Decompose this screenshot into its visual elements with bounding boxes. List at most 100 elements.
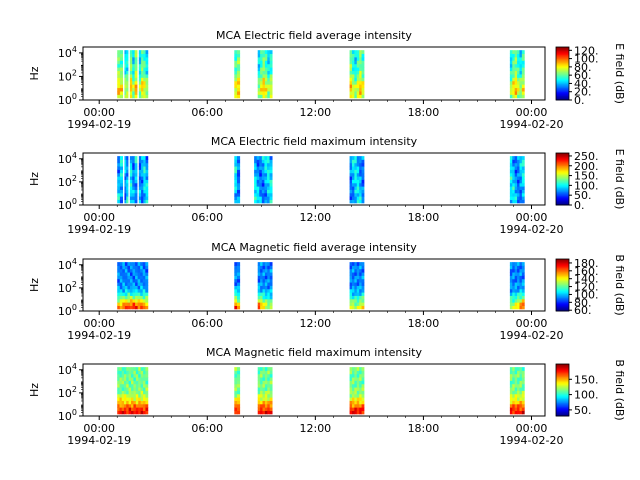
- heatmap-cell: [123, 383, 127, 388]
- heatmap-cell: [361, 162, 365, 167]
- heatmap-cell: [145, 169, 149, 174]
- heatmap-cell: [127, 305, 131, 310]
- heatmap-cell: [140, 367, 144, 371]
- heatmap-cell: [132, 156, 136, 160]
- colorbar-band: [556, 76, 569, 78]
- heatmap-cell: [257, 80, 261, 85]
- heatmap-cell: [351, 172, 355, 177]
- heatmap-cell: [351, 60, 355, 65]
- heatmap-cell: [141, 80, 144, 85]
- heatmap-cell: [117, 400, 120, 405]
- heatmap-cell: [512, 370, 516, 375]
- heatmap-cell: [138, 403, 142, 408]
- heatmap-cell: [521, 77, 525, 82]
- heatmap-cell: [361, 192, 365, 197]
- heatmap-cell: [509, 159, 513, 164]
- heatmap-cell: [512, 285, 516, 290]
- heatmap-cell: [512, 63, 516, 68]
- heatmap-cell: [119, 377, 123, 381]
- heatmap-cell: [356, 199, 360, 204]
- heatmap-cell: [257, 56, 261, 61]
- colorbar-band: [556, 62, 569, 65]
- heatmap-cell: [264, 268, 268, 273]
- heatmap-cell: [135, 383, 139, 388]
- heatmap-cell: [124, 94, 127, 99]
- heatmap-cell: [117, 288, 121, 293]
- heatmap-cell: [349, 182, 353, 187]
- colorbar-band: [556, 69, 569, 72]
- heatmap-cell: [140, 302, 144, 306]
- colorbar-band: [556, 77, 569, 80]
- heatmap-cell: [349, 156, 353, 160]
- heatmap-cell: [237, 390, 241, 395]
- heatmap-cell: [264, 282, 268, 286]
- heatmap-cell: [141, 172, 144, 177]
- heatmap-cell: [262, 295, 266, 300]
- heatmap-cell: [234, 176, 238, 180]
- heatmap-cell: [254, 182, 258, 187]
- heatmap-cell: [257, 285, 261, 290]
- heatmap-cell: [361, 91, 365, 95]
- heatmap-cell: [145, 199, 149, 204]
- heatmap-cell: [261, 192, 265, 197]
- heatmap-cell: [138, 377, 142, 381]
- colorbar-tick-label: 20.: [574, 86, 592, 99]
- heatmap-cell: [361, 80, 365, 85]
- heatmap-cell: [134, 60, 138, 65]
- colorbar-band: [556, 84, 569, 86]
- heatmap-cell: [361, 285, 365, 290]
- heatmap-cell: [234, 397, 238, 401]
- heatmap-cell: [257, 298, 261, 303]
- heatmap-cell: [143, 189, 146, 194]
- colorbar-band: [556, 409, 569, 412]
- heatmap-cell: [512, 390, 516, 395]
- heatmap-cell: [354, 397, 358, 401]
- heatmap-cell: [140, 377, 144, 381]
- colorbar-band: [556, 192, 569, 194]
- heatmap-cell: [519, 377, 523, 381]
- heatmap-cell: [117, 367, 120, 371]
- heatmap-cell: [517, 298, 520, 303]
- heatmap-cell: [269, 196, 273, 200]
- heatmap-cell: [349, 189, 353, 194]
- data-segment-2: [234, 262, 241, 310]
- heatmap-cell: [127, 272, 131, 276]
- heatmap-cell: [262, 288, 266, 293]
- x-tick-label: 06:00: [191, 422, 223, 435]
- heatmap-cell: [124, 63, 127, 68]
- heatmap-cell: [517, 53, 520, 58]
- heatmap-cell: [349, 77, 353, 82]
- heatmap-cell: [266, 192, 270, 197]
- colorbar-tick-label: 200.: [574, 160, 599, 173]
- heatmap-cell: [514, 282, 518, 286]
- heatmap-cell: [349, 407, 353, 411]
- heatmap-cell: [521, 192, 525, 197]
- heatmap-cell: [119, 169, 124, 174]
- heatmap-cell: [261, 162, 265, 167]
- data-segment-2: [124, 156, 129, 204]
- colorbar-band: [556, 163, 569, 166]
- heatmap-cell: [254, 166, 258, 170]
- heatmap-cell: [126, 410, 130, 415]
- heatmap-cell: [234, 80, 238, 85]
- heatmap-cell: [135, 403, 139, 408]
- heatmap-cell: [269, 265, 273, 270]
- heatmap-cell: [359, 390, 362, 395]
- heatmap-cell: [512, 377, 516, 381]
- heatmap-cell: [237, 156, 241, 160]
- heatmap-cell: [264, 63, 268, 68]
- heatmap-cell: [119, 292, 123, 296]
- heatmap-cell: [237, 403, 241, 408]
- colorbar-band: [556, 388, 569, 391]
- heatmap-cell: [256, 199, 260, 204]
- heatmap-cell: [135, 387, 139, 391]
- heatmap-cell: [262, 265, 266, 270]
- heatmap-cell: [141, 70, 144, 75]
- heatmap-cell: [145, 67, 149, 72]
- heatmap-cell: [509, 400, 513, 405]
- heatmap-cell: [132, 67, 136, 72]
- colorbar-band: [556, 96, 569, 98]
- data-segment-8: [509, 50, 525, 99]
- colorbar-band: [556, 285, 569, 287]
- heatmap-cell: [354, 285, 358, 290]
